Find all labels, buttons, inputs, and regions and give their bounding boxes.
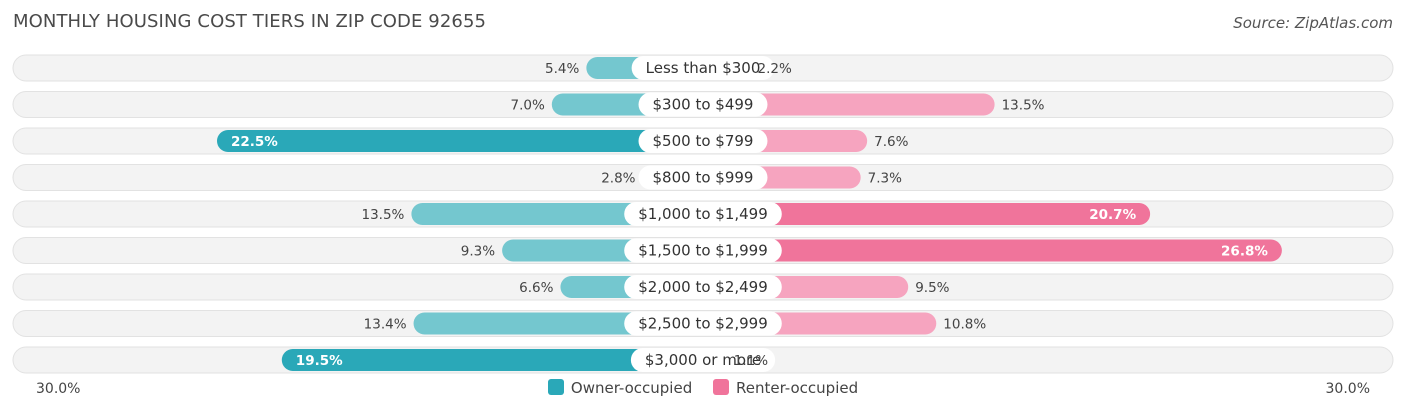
chart-title: MONTHLY HOUSING COST TIERS IN ZIP CODE 9… — [13, 11, 487, 32]
category-label: $300 to $499 — [653, 96, 754, 114]
renter-value-label: 7.6% — [874, 134, 908, 150]
category-pill — [624, 238, 782, 263]
axis-left-label: 30.0% — [36, 381, 81, 397]
renter-value-label: 7.3% — [868, 171, 902, 187]
renter-bar — [703, 239, 1282, 262]
category-label: $2,500 to $2,999 — [638, 315, 768, 333]
renter-value-label: 13.5% — [1002, 98, 1045, 114]
category-pill — [630, 348, 776, 372]
category-label: $3,000 or more — [645, 351, 761, 369]
renter-bar — [703, 93, 995, 116]
owner-bar — [217, 130, 703, 152]
owner-value-label: 22.5% — [231, 134, 278, 150]
owner-value-label: 5.4% — [545, 61, 579, 77]
legend-renter-label: Renter-occupied — [736, 379, 859, 397]
legend-owner-swatch — [547, 379, 564, 395]
category-label: $1,500 to $1,999 — [638, 242, 768, 260]
owner-value-label: 19.5% — [296, 353, 343, 369]
category-pill — [638, 165, 768, 190]
category-pill — [624, 275, 782, 299]
category-label: Less than $300 — [646, 59, 761, 77]
renter-value-label: 26.8% — [1221, 244, 1268, 260]
axis-right-label: 30.0% — [1325, 381, 1370, 397]
owner-value-label: 6.6% — [519, 280, 553, 296]
category-label: $800 to $999 — [653, 169, 754, 187]
category-pill — [624, 311, 782, 336]
owner-value-label: 7.0% — [510, 98, 544, 114]
owner-value-label: 9.3% — [461, 244, 495, 260]
category-label: $2,000 to $2,499 — [638, 278, 768, 296]
legend-renter-swatch — [713, 379, 729, 395]
owner-value-label: 13.5% — [362, 207, 405, 223]
category-label: $1,000 to $1,499 — [638, 205, 768, 223]
category-label: $500 to $799 — [653, 132, 754, 150]
legend: Owner-occupied Renter-occupied — [0, 379, 1406, 397]
category-pill — [638, 92, 768, 117]
renter-value-label: 10.8% — [943, 317, 986, 333]
chart: Less than $300 5.4% 2.2% $300 to $499 7.0% 13… — [12, 54, 1394, 374]
owner-bar — [281, 349, 703, 371]
renter-value-label: 9.5% — [915, 280, 949, 296]
category-pill — [624, 202, 782, 226]
legend-owner: Owner-occupied — [547, 379, 693, 397]
renter-value-label: 2.2% — [758, 61, 792, 77]
owner-value-label: 13.4% — [364, 317, 407, 333]
legend-renter: Renter-occupied — [713, 379, 858, 397]
legend-owner-label: Owner-occupied — [570, 379, 693, 397]
category-pill — [631, 56, 775, 80]
renter-value-label: 20.7% — [1089, 207, 1136, 223]
renter-value-label: 1.1% — [734, 353, 768, 369]
category-pill — [638, 129, 768, 153]
owner-value-label: 2.8% — [601, 171, 635, 187]
source-label: Source: ZipAtlas.com — [1233, 14, 1393, 32]
renter-bar — [703, 203, 1151, 225]
